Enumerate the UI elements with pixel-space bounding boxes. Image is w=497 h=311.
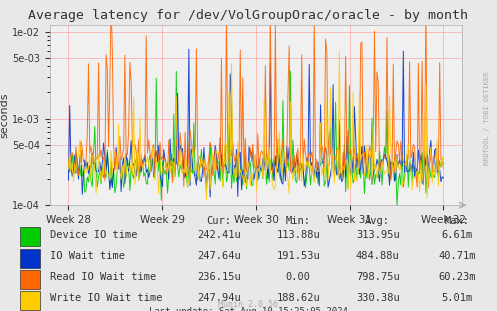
- Text: 113.88u: 113.88u: [276, 230, 320, 240]
- Text: Max:: Max:: [445, 216, 470, 226]
- Text: 5.01m: 5.01m: [442, 293, 473, 303]
- Y-axis label: seconds: seconds: [0, 92, 9, 138]
- Bar: [20, 248, 40, 268]
- Text: 191.53u: 191.53u: [276, 251, 320, 261]
- Text: 40.71m: 40.71m: [438, 251, 476, 261]
- Bar: [20, 270, 40, 289]
- Text: RRDTOOL / TOBI OETIKER: RRDTOOL / TOBI OETIKER: [484, 72, 490, 165]
- Text: 236.15u: 236.15u: [197, 272, 241, 282]
- Text: 242.41u: 242.41u: [197, 230, 241, 240]
- Text: 0.00: 0.00: [286, 272, 311, 282]
- Text: Avg:: Avg:: [365, 216, 390, 226]
- Text: Munin 2.0.56: Munin 2.0.56: [219, 300, 278, 309]
- Text: 247.94u: 247.94u: [197, 293, 241, 303]
- Text: Last update: Sat Aug 10 15:25:05 2024: Last update: Sat Aug 10 15:25:05 2024: [149, 307, 348, 311]
- Text: 60.23m: 60.23m: [438, 272, 476, 282]
- Text: Cur:: Cur:: [206, 216, 231, 226]
- Text: Write IO Wait time: Write IO Wait time: [50, 293, 162, 303]
- Text: Average latency for /dev/VolGroupOrac/oracle - by month: Average latency for /dev/VolGroupOrac/or…: [28, 9, 469, 22]
- Text: 798.75u: 798.75u: [356, 272, 400, 282]
- Text: 247.64u: 247.64u: [197, 251, 241, 261]
- Text: IO Wait time: IO Wait time: [50, 251, 125, 261]
- Bar: [20, 227, 40, 247]
- Text: Read IO Wait time: Read IO Wait time: [50, 272, 156, 282]
- Text: 330.38u: 330.38u: [356, 293, 400, 303]
- Text: 313.95u: 313.95u: [356, 230, 400, 240]
- Text: Device IO time: Device IO time: [50, 230, 137, 240]
- Bar: [20, 291, 40, 310]
- Text: 484.88u: 484.88u: [356, 251, 400, 261]
- Text: 188.62u: 188.62u: [276, 293, 320, 303]
- Text: Min:: Min:: [286, 216, 311, 226]
- Text: 6.61m: 6.61m: [442, 230, 473, 240]
